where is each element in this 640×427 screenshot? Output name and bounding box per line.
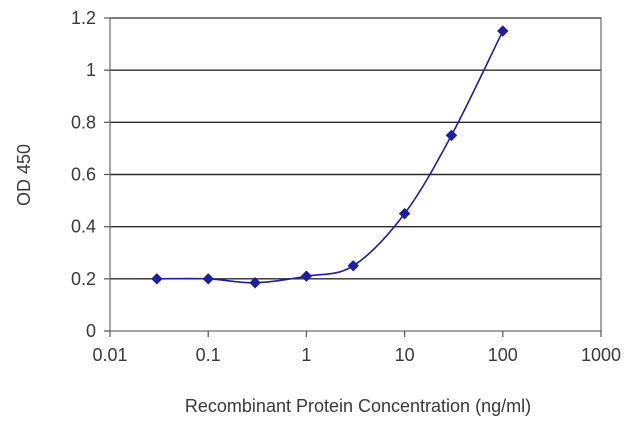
- x-tick-label: 10: [395, 345, 415, 365]
- series-layer: [151, 25, 509, 289]
- grid-layer: [110, 17, 601, 280]
- x-tick-label: 0.01: [92, 345, 127, 365]
- x-axis-title: Recombinant Protein Concentration (ng/ml…: [185, 396, 531, 416]
- series-line: [156, 30, 504, 284]
- x-tick-label: 1000: [581, 345, 621, 365]
- x-tick-label: 100: [488, 345, 518, 365]
- data-point-marker: [151, 273, 163, 285]
- y-axis-title: OD 450: [14, 144, 34, 206]
- data-point-marker: [497, 25, 509, 37]
- y-tick-label: 1: [86, 60, 96, 80]
- data-point-marker: [249, 277, 261, 289]
- y-tick-label: 0.8: [71, 112, 96, 132]
- data-point-marker: [445, 129, 458, 142]
- data-point-marker: [300, 270, 313, 282]
- axes-layer: [104, 17, 602, 337]
- labels-layer: OD 450 Recombinant Protein Concentration…: [14, 8, 621, 416]
- y-tick-label: 0.4: [71, 217, 96, 237]
- data-point-marker: [202, 273, 214, 285]
- x-tick-label: 1: [301, 345, 311, 365]
- data-point-marker: [398, 207, 411, 220]
- y-tick-label: 0.6: [71, 165, 96, 185]
- x-tick-label: 0.1: [196, 345, 221, 365]
- y-tick-label: 0.2: [71, 269, 96, 289]
- data-point-marker: [347, 260, 359, 272]
- y-tick-label: 1.2: [71, 8, 96, 28]
- y-tick-label: 0: [86, 321, 96, 341]
